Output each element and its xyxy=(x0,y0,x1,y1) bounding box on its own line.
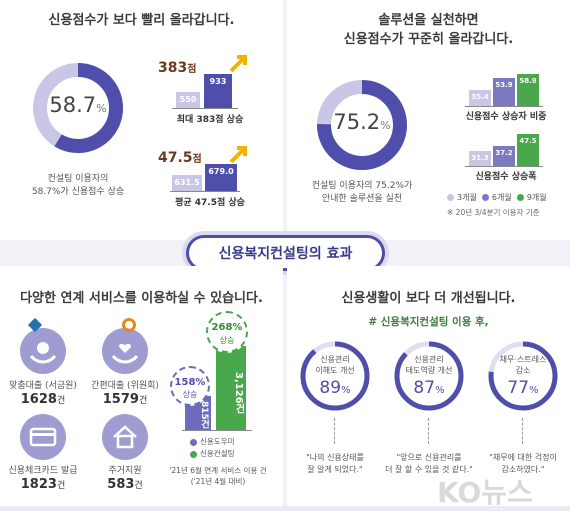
item-quote: "앞으로 신용관리를 더 잘 할 수 있을 것 같다." xyxy=(385,453,473,474)
item-quote: "채무에 대한 걱정이 감소하였다." xyxy=(489,453,557,474)
chart-legend: 신용도우미 신용컨설팅 xyxy=(190,436,235,460)
logo-mark xyxy=(122,318,136,332)
arrow-up-icon xyxy=(229,146,247,164)
group1-label: 신용점수 상승자 비중 xyxy=(465,112,547,122)
bar-max-before: 550 xyxy=(176,92,200,108)
avg-increase: 47.5점 xyxy=(158,150,202,166)
donut-75-2 xyxy=(317,80,407,170)
legend-dot xyxy=(190,438,197,446)
note: ※ 20년 3/4분기 이용자 기준 xyxy=(447,208,540,217)
connector xyxy=(522,418,523,444)
item-value: 77% xyxy=(507,378,539,398)
baseline xyxy=(172,108,238,109)
baseline xyxy=(170,191,240,192)
bar-g2-6m: 37.2 xyxy=(493,146,515,166)
bar-credit-consulting: 3,126건 xyxy=(216,346,246,430)
item-value: 87% xyxy=(413,378,445,398)
bar-g2-3m: 31.3 xyxy=(469,151,491,166)
panel-credit-score-rise: 신용점수가 보다 빨리 올라갑니다. 58.7% 컨설팅 이용자의 58.7%가… xyxy=(0,0,283,240)
baseline xyxy=(465,166,543,167)
panel-title-line2: 신용점수가 꾸준히 올라갑니다. xyxy=(343,32,514,47)
watermark: KO뉴스 xyxy=(437,476,533,509)
ring-87 xyxy=(394,341,464,411)
service-label: 주거지원 xyxy=(108,466,142,476)
max-increase: 383점 xyxy=(158,60,197,76)
donut-58-7 xyxy=(33,63,123,153)
panel-subtitle: # 신용복지컨설팅 이용 후, xyxy=(368,316,489,328)
donut-caption: 컨설팅 이용자의 75.2%가 안내한 솔루션을 실천 xyxy=(311,181,413,204)
service-count: 1823건 xyxy=(20,477,66,492)
service-label: 맞춤대출 (서금원) xyxy=(9,381,77,391)
ring-89 xyxy=(300,341,370,411)
center-title: 신용복지컨설팅의 효과 xyxy=(186,235,385,271)
service-count: 1579건 xyxy=(102,392,148,407)
bar-g1-9m: 58.9 xyxy=(517,74,539,106)
legend: 3개월 6개월 9개월 xyxy=(447,192,547,203)
donut-value: 75.2% xyxy=(333,110,391,134)
hands-heart-icon xyxy=(102,328,148,374)
avg-label: 평균 47.5점 상승 xyxy=(175,198,245,208)
max-label: 최대 383점 상승 xyxy=(176,115,244,125)
group2-label: 신용점수 상승폭 xyxy=(475,172,537,182)
service-label: 신용체크카드 발급 xyxy=(8,466,78,476)
legend-dot xyxy=(190,450,197,458)
item-label: 채무·스트레스 감소 xyxy=(499,355,547,375)
panel-title: 신용점수가 보다 빨리 올라갑니다. xyxy=(48,13,235,28)
card-icon xyxy=(20,414,66,460)
connector xyxy=(428,418,429,444)
panel-solution-practice: 솔루션을 실천하면 신용점수가 꾸준히 올라갑니다. 75.2% 컨설팅 이용자… xyxy=(287,0,570,240)
service-count: 583건 xyxy=(107,477,143,492)
legend-dot xyxy=(447,194,454,201)
panel-title-line1: 솔루션을 실천하면 xyxy=(378,13,479,28)
bar-g2-9m: 47.5 xyxy=(517,134,539,166)
panel-linked-services: 다양한 연계 서비스를 이용하실 수 있습니다. 맞춤대출 (서금원) 1628… xyxy=(0,266,283,506)
legend-dot xyxy=(516,194,524,201)
house-icon xyxy=(102,414,148,460)
arrow-up-icon xyxy=(229,55,247,73)
bar-g1-3m: 35.4 xyxy=(469,90,491,106)
baseline xyxy=(465,106,543,107)
panel-credit-life: 신용생활이 보다 더 개선됩니다. # 신용복지컨설팅 이용 후, 신용관리 이해… xyxy=(287,266,570,509)
item-label: 신용관리 이해도 개선 xyxy=(315,355,355,375)
donut-value: 58.7% xyxy=(49,93,107,117)
connector xyxy=(334,418,335,444)
item-value: 89% xyxy=(319,378,351,398)
item-quote: "나의 신용상태를 잘 알게 되었다." xyxy=(306,453,364,474)
legend-dot xyxy=(481,194,489,201)
service-count: 1628건 xyxy=(20,392,66,407)
donut-caption: 컨설팅 이용자의 58.7%가 신용점수 상승 xyxy=(31,174,125,197)
baseline xyxy=(182,430,252,431)
bar-avg-after: 679.0 xyxy=(205,164,237,191)
ring-77 xyxy=(488,341,558,411)
panel-title: 신용생활이 보다 더 개선됩니다. xyxy=(341,291,516,306)
item-label: 신용관리 태도역량 개선 xyxy=(405,355,453,375)
hands-coin-icon xyxy=(20,328,66,374)
panel-title: 다양한 연계 서비스를 이용하실 수 있습니다. xyxy=(20,291,263,306)
service-label: 간편대출 (위원회) xyxy=(91,381,159,391)
badge-268: 268% 상승 xyxy=(206,311,248,353)
chart-note: '21년 6월 연계 서비스 이용 건 ('21년 4월 대비) xyxy=(169,466,267,486)
badge-158: 158% 상승 xyxy=(170,366,210,406)
bar-max-after: 933 xyxy=(204,74,232,108)
bar-avg-before: 631.5 xyxy=(172,175,202,191)
bar-g1-6m: 53.9 xyxy=(493,78,515,106)
